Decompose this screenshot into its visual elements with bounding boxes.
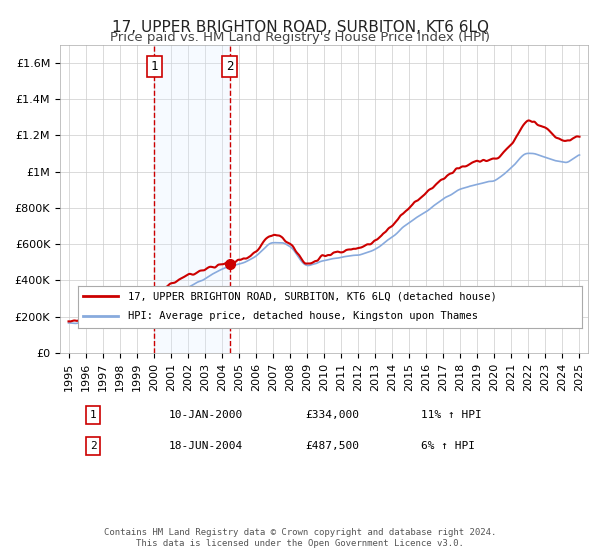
17, UPPER BRIGHTON ROAD, SURBITON, KT6 6LQ (detached house) xyxy=(416,195,424,202)
Text: 1: 1 xyxy=(151,60,158,73)
Text: Contains HM Land Registry data © Crown copyright and database right 2024.
This d: Contains HM Land Registry data © Crown c… xyxy=(104,528,496,548)
Text: 6% ↑ HPI: 6% ↑ HPI xyxy=(421,441,475,451)
HPI: Average price, detached house, Kingston upon Thames: (2.01e+03, 5.63e+05): Average price, detached house, Kingston … xyxy=(290,248,298,254)
Text: 17, UPPER BRIGHTON ROAD, SURBITON, KT6 6LQ (detached house): 17, UPPER BRIGHTON ROAD, SURBITON, KT6 6… xyxy=(128,291,497,301)
17, UPPER BRIGHTON ROAD, SURBITON, KT6 6LQ (detached house) xyxy=(473,157,480,164)
17, UPPER BRIGHTON ROAD, SURBITON, KT6 6LQ (detached house) xyxy=(67,318,74,325)
HPI: Average price, detached house, Kingston upon Thames: (2e+03, 2.16e+05): Average price, detached house, Kingston … xyxy=(118,310,125,317)
Text: 2: 2 xyxy=(226,60,233,73)
Text: 10-JAN-2000: 10-JAN-2000 xyxy=(169,410,243,420)
HPI: Average price, detached house, Kingston upon Thames: (2.02e+03, 9.15e+05): Average price, detached house, Kingston … xyxy=(464,184,471,190)
Text: HPI: Average price, detached house, Kingston upon Thames: HPI: Average price, detached house, King… xyxy=(128,311,478,321)
Line: 17, UPPER BRIGHTON ROAD, SURBITON, KT6 6LQ (detached house): 17, UPPER BRIGHTON ROAD, SURBITON, KT6 6… xyxy=(68,120,580,321)
17, UPPER BRIGHTON ROAD, SURBITON, KT6 6LQ (detached house) xyxy=(272,232,279,239)
17, UPPER BRIGHTON ROAD, SURBITON, KT6 6LQ (detached house) xyxy=(525,117,532,124)
17, UPPER BRIGHTON ROAD, SURBITON, KT6 6LQ (detached house) xyxy=(118,305,125,312)
HPI: Average price, detached house, Kingston upon Thames: (2.02e+03, 9.29e+05): Average price, detached house, Kingston … xyxy=(473,181,480,188)
HPI: Average price, detached house, Kingston upon Thames: (2e+03, 1.65e+05): Average price, detached house, Kingston … xyxy=(65,320,72,326)
HPI: Average price, detached house, Kingston upon Thames: (2.02e+03, 7.58e+05): Average price, detached house, Kingston … xyxy=(416,212,424,219)
Text: 18-JUN-2004: 18-JUN-2004 xyxy=(169,441,243,451)
17, UPPER BRIGHTON ROAD, SURBITON, KT6 6LQ (detached house) xyxy=(576,133,583,140)
HPI: Average price, detached house, Kingston upon Thames: (2.02e+03, 1.1e+06): Average price, detached house, Kingston … xyxy=(526,150,533,157)
HPI: Average price, detached house, Kingston upon Thames: (2e+03, 1.62e+05): Average price, detached house, Kingston … xyxy=(71,320,79,327)
Text: 1: 1 xyxy=(90,410,97,420)
Text: Price paid vs. HM Land Registry's House Price Index (HPI): Price paid vs. HM Land Registry's House … xyxy=(110,31,490,44)
Text: £334,000: £334,000 xyxy=(305,410,359,420)
Line: HPI: Average price, detached house, Kingston upon Thames: HPI: Average price, detached house, King… xyxy=(68,153,580,324)
Text: £487,500: £487,500 xyxy=(305,441,359,451)
17, UPPER BRIGHTON ROAD, SURBITON, KT6 6LQ (detached house) xyxy=(290,245,298,251)
Bar xyxy=(154,45,230,353)
17, UPPER BRIGHTON ROAD, SURBITON, KT6 6LQ (detached house) xyxy=(65,318,72,325)
HPI: Average price, detached house, Kingston upon Thames: (2.02e+03, 1.09e+06): Average price, detached house, Kingston … xyxy=(576,152,583,158)
17, UPPER BRIGHTON ROAD, SURBITON, KT6 6LQ (detached house) xyxy=(464,162,471,169)
Text: 11% ↑ HPI: 11% ↑ HPI xyxy=(421,410,481,420)
HPI: Average price, detached house, Kingston upon Thames: (2.01e+03, 6.08e+05): Average price, detached house, Kingston … xyxy=(272,239,279,246)
Text: 17, UPPER BRIGHTON ROAD, SURBITON, KT6 6LQ: 17, UPPER BRIGHTON ROAD, SURBITON, KT6 6… xyxy=(112,20,488,35)
Text: 2: 2 xyxy=(90,441,97,451)
